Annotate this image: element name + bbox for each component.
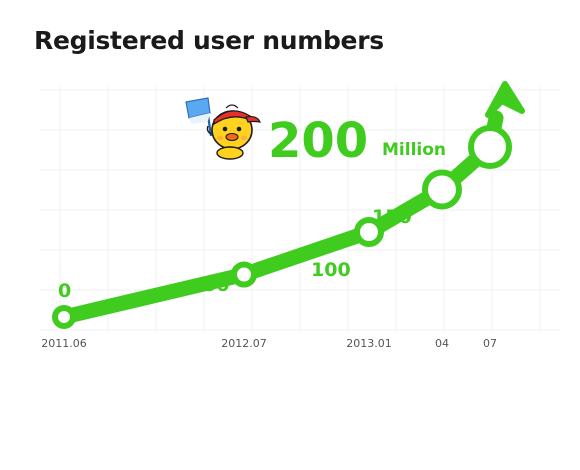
data-label: 100: [311, 259, 351, 281]
data-labels: 0 50 100 150: [58, 206, 412, 302]
x-axis-labels: 2011.06 2012.07 2013.01 04 07: [41, 337, 497, 350]
x-tick-label: 2013.01: [346, 337, 392, 350]
data-label: 0: [58, 280, 71, 302]
x-tick-label: 04: [435, 337, 449, 350]
data-point-2013.01: [354, 217, 384, 247]
data-points: [52, 125, 512, 329]
data-label: 50: [203, 274, 229, 296]
grid: [40, 85, 560, 331]
x-tick-label: 2011.06: [41, 337, 87, 350]
data-point-2011.06: [52, 305, 76, 329]
data-point-07: [468, 125, 512, 169]
data-point-04: [422, 169, 462, 210]
data-label: 150: [372, 206, 412, 228]
x-tick-label: 2012.07: [221, 337, 267, 350]
chart-title: Registered user numbers: [34, 26, 384, 55]
highlight-unit: Million: [382, 140, 446, 160]
highlight-value: 200: [268, 113, 368, 169]
x-tick-label: 07: [483, 337, 497, 350]
duck-mascot-icon: [185, 97, 261, 160]
data-point-2012.07: [231, 261, 257, 288]
arrow-head-icon: [485, 81, 525, 118]
